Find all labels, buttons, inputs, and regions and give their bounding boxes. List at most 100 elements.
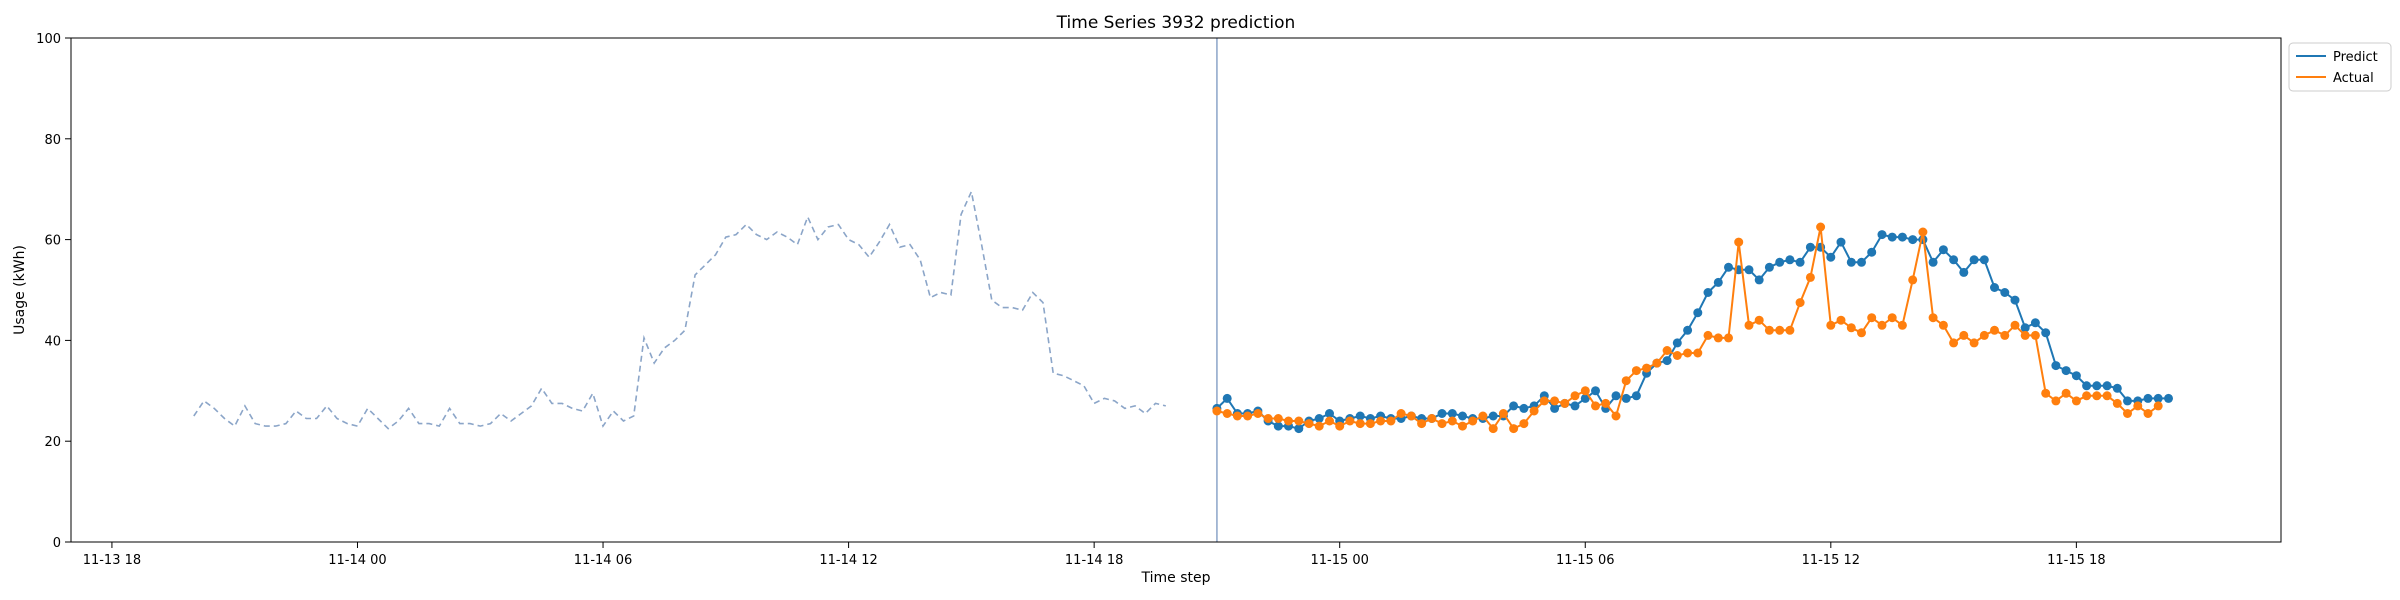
y-tick-label: 100 — [36, 32, 61, 47]
actual-point — [1795, 298, 1805, 308]
actual-point — [1591, 401, 1600, 411]
predict-point — [1509, 401, 1519, 411]
y-tick-label: 40 — [44, 334, 61, 349]
predict-point — [1805, 242, 1815, 252]
predict-point — [1550, 403, 1560, 413]
predict-point — [1887, 232, 1897, 242]
actual-point — [1335, 421, 1345, 431]
predict-point — [1979, 255, 1989, 265]
actual-point — [2030, 330, 2040, 340]
predict-point — [1591, 386, 1600, 396]
actual-point — [1550, 396, 1560, 406]
actual-point — [1724, 333, 1733, 343]
actual-point — [1488, 424, 1498, 434]
chart-title: Time Series 3932 prediction — [1056, 13, 1296, 33]
actual-point — [1498, 409, 1508, 418]
actual-point — [1631, 366, 1641, 376]
legend-actual-label: Actual — [2333, 71, 2374, 86]
actual-point — [1232, 411, 1242, 421]
actual-point — [1754, 315, 1764, 325]
predict-point — [2153, 393, 2163, 403]
actual-point — [1437, 419, 1447, 429]
actual-point — [1417, 419, 1427, 429]
actual-point — [1857, 328, 1866, 338]
actual-point — [1284, 416, 1293, 426]
actual-point — [1979, 330, 1989, 340]
predict-point — [2123, 396, 2132, 406]
predict-point — [2112, 383, 2122, 393]
actual-point — [1877, 320, 1887, 330]
actual-point — [1325, 416, 1334, 426]
predict-point — [1222, 393, 1232, 403]
actual-point — [1580, 386, 1590, 396]
plot-area — [193, 38, 2173, 542]
predict-point — [1447, 409, 1457, 418]
actual-point — [1846, 323, 1856, 333]
actual-point — [1478, 411, 1488, 421]
predict-point — [2092, 381, 2102, 391]
actual-point — [1447, 416, 1457, 426]
predict-point — [2082, 381, 2092, 391]
history-line — [193, 189, 1166, 430]
x-tick-label: 11-15 18 — [2047, 553, 2105, 568]
legend-predict-label: Predict — [2333, 50, 2378, 65]
actual-point — [1959, 330, 1969, 340]
predict-point — [2164, 393, 2173, 403]
actual-point — [1253, 409, 1263, 418]
predict-point — [1713, 277, 1723, 287]
actual-point — [1897, 320, 1907, 330]
predict-point — [1693, 308, 1703, 318]
actual-point — [1263, 414, 1273, 423]
actual-point — [1928, 313, 1938, 323]
actual-point — [1764, 325, 1774, 335]
actual-point — [1826, 320, 1836, 330]
predict-point — [2020, 323, 2030, 333]
actual-point — [2010, 320, 2020, 330]
predict-point — [1897, 232, 1907, 242]
actual-point — [1652, 358, 1662, 368]
actual-point — [1273, 414, 1283, 423]
actual-point — [1713, 333, 1723, 343]
actual-point — [1683, 348, 1693, 358]
actual-point — [1509, 424, 1519, 434]
y-tick-label: 60 — [44, 234, 61, 249]
actual-point — [1212, 406, 1222, 416]
predict-point — [1846, 257, 1856, 267]
actual-point — [2020, 330, 2030, 340]
predict-point — [2102, 381, 2112, 391]
predict-point — [2041, 328, 2051, 338]
predict-point — [2051, 361, 2061, 371]
actual-point — [1734, 237, 1744, 247]
predict-series — [1212, 230, 2173, 434]
y-axis-label: Usage (kWh) — [12, 245, 28, 335]
actual-point — [1836, 315, 1846, 325]
predict-point — [1273, 421, 1283, 431]
actual-point — [2092, 391, 2102, 401]
predict-point — [2030, 318, 2040, 328]
actual-point — [2071, 396, 2081, 406]
x-tick-label: 11-14 00 — [328, 553, 386, 568]
predict-point — [2000, 288, 2010, 297]
actual-point — [2123, 409, 2132, 418]
actual-point — [1816, 222, 1826, 232]
predict-point — [2061, 366, 2071, 376]
actual-point — [1304, 419, 1314, 429]
actual-point — [1376, 416, 1386, 426]
x-tick-label: 11-15 12 — [1802, 553, 1860, 568]
actual-point — [1693, 348, 1703, 358]
predict-point — [1325, 409, 1334, 418]
predict-point — [1969, 255, 1979, 265]
actual-point — [2143, 409, 2153, 418]
x-tick-label: 11-15 00 — [1310, 553, 1368, 568]
x-tick-label: 11-14 12 — [819, 553, 877, 568]
actual-point — [2000, 330, 2010, 340]
actual-point — [1662, 346, 1672, 355]
predict-point — [1519, 403, 1529, 413]
predict-point — [1959, 267, 1969, 277]
predict-point — [1488, 411, 1498, 421]
actual-point — [2153, 401, 2163, 411]
predict-point — [2010, 295, 2020, 305]
plot-frame — [70, 37, 2282, 543]
